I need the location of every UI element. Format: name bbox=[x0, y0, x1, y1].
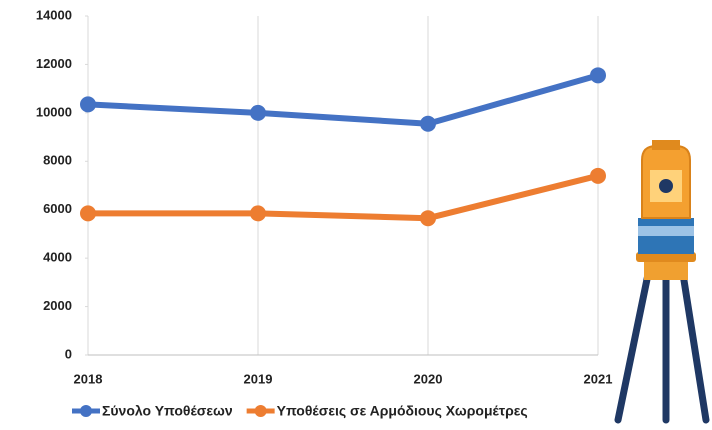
y-tick-label: 2000 bbox=[43, 298, 72, 313]
y-tick-label: 6000 bbox=[43, 201, 72, 216]
y-tick-label: 4000 bbox=[43, 250, 72, 265]
y-tick-label: 0 bbox=[65, 346, 72, 361]
data-point bbox=[590, 167, 606, 184]
data-point bbox=[80, 205, 96, 222]
data-point bbox=[250, 205, 266, 222]
y-tick-label: 8000 bbox=[43, 153, 72, 168]
series-line bbox=[88, 172, 599, 222]
x-tick-label: 2018 bbox=[74, 371, 103, 386]
legend-marker bbox=[254, 405, 267, 417]
legend-label: Υποθέσεις σε Αρμόδιους Χωρομέτρες bbox=[277, 403, 528, 419]
surveyor-icon bbox=[614, 140, 710, 424]
x-tick-label: 2019 bbox=[244, 371, 273, 386]
y-tick-label: 10000 bbox=[36, 104, 72, 119]
data-point bbox=[250, 104, 266, 121]
x-tick-label: 2021 bbox=[584, 371, 613, 386]
data-point bbox=[590, 67, 606, 84]
data-point bbox=[420, 210, 436, 227]
x-tick-label: 2020 bbox=[414, 371, 443, 386]
legend-label: Σύνολο Υποθέσεων bbox=[102, 403, 233, 419]
y-tick-label: 12000 bbox=[36, 56, 72, 71]
data-point bbox=[80, 96, 96, 113]
data-point bbox=[420, 115, 436, 132]
legend-marker bbox=[80, 405, 92, 417]
series-line bbox=[87, 72, 599, 127]
y-tick-label: 14000 bbox=[36, 7, 72, 22]
